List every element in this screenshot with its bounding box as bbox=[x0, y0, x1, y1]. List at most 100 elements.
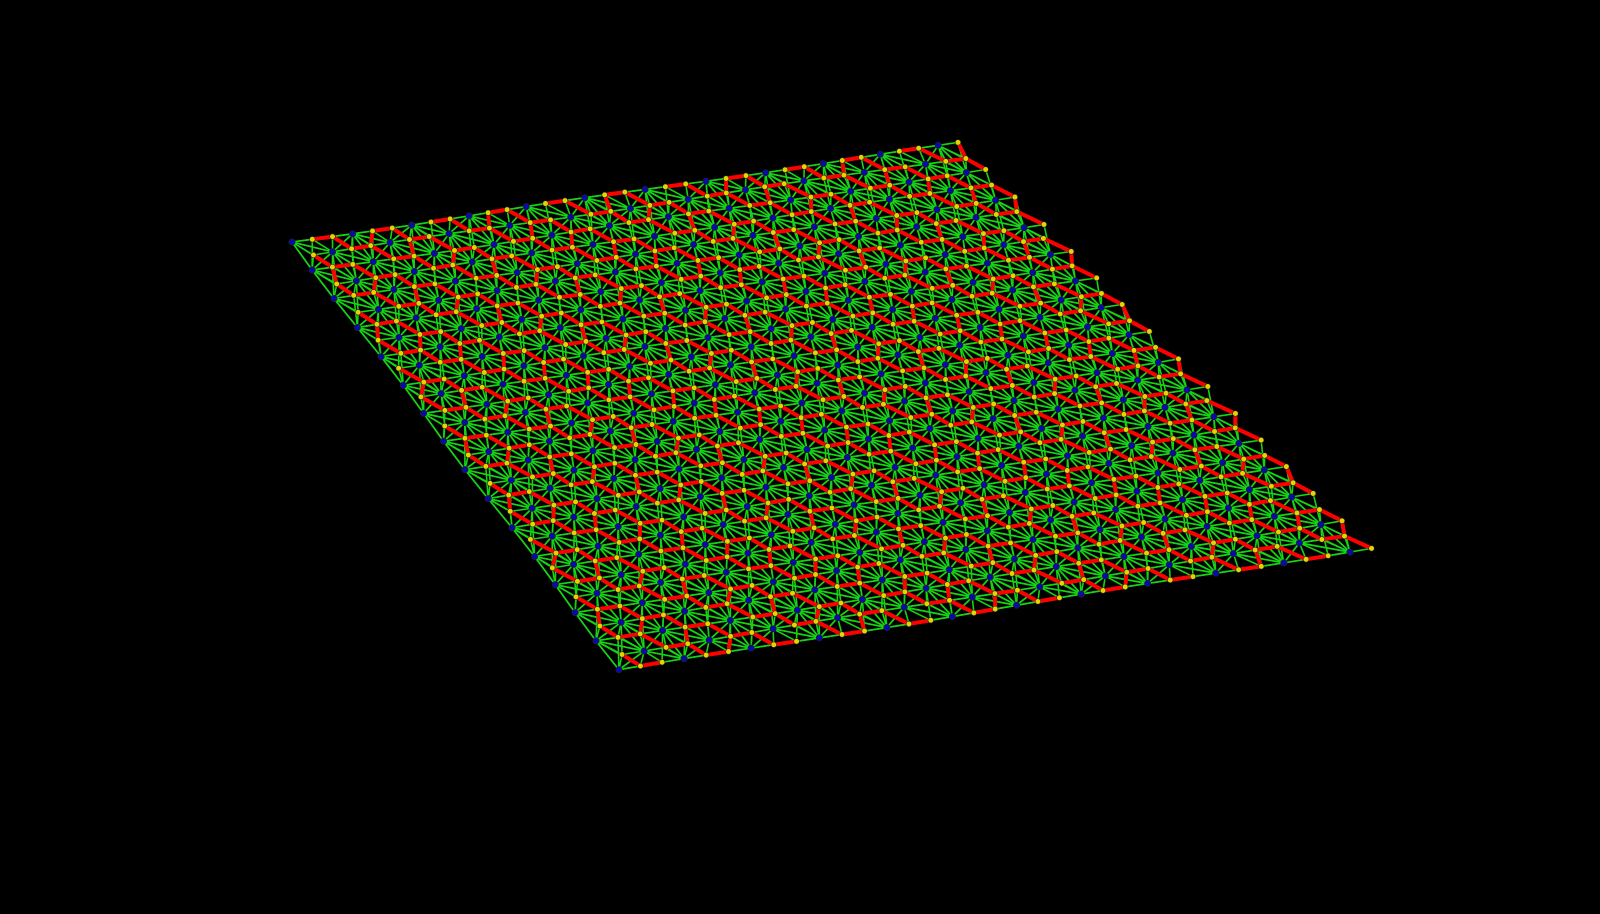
spoke-edge bbox=[998, 308, 1041, 319]
spoke-edge bbox=[549, 487, 598, 500]
spoke-edge bbox=[784, 308, 834, 321]
spoke-edge bbox=[725, 177, 747, 191]
spoke-edge bbox=[502, 383, 550, 396]
spoke-edge bbox=[415, 317, 463, 330]
spoke-edge bbox=[832, 318, 874, 329]
spoke-edge bbox=[498, 336, 546, 349]
spoke-edge bbox=[511, 526, 554, 537]
spoke-edge bbox=[1039, 316, 1089, 328]
spoke-edge bbox=[692, 243, 740, 256]
spoke-edge bbox=[1136, 379, 1188, 391]
spoke-edge bbox=[846, 456, 896, 469]
spoke-edge bbox=[448, 232, 495, 246]
spoke-edge bbox=[614, 271, 663, 284]
spoke-edge bbox=[849, 190, 891, 201]
spoke-edge bbox=[484, 465, 489, 500]
spoke-edge bbox=[1086, 326, 1130, 336]
spoke-edge bbox=[489, 479, 513, 485]
spoke-edge bbox=[924, 163, 968, 174]
spoke-edge bbox=[824, 272, 866, 283]
spoke-edge bbox=[699, 289, 748, 302]
spoke-edge bbox=[801, 402, 843, 412]
spoke-edge bbox=[628, 365, 670, 376]
spoke-edge bbox=[582, 355, 631, 368]
spoke-edge bbox=[422, 412, 445, 443]
spoke-edge bbox=[544, 346, 585, 357]
spoke-edge bbox=[664, 185, 690, 201]
spoke-edge bbox=[576, 262, 617, 273]
spoke-edge bbox=[311, 238, 334, 253]
spoke-edge bbox=[487, 211, 511, 227]
spoke-edge bbox=[464, 468, 489, 500]
spoke-edge bbox=[764, 171, 805, 182]
spoke-edge bbox=[919, 336, 961, 346]
spoke-edge bbox=[632, 412, 675, 423]
spoke-edge bbox=[418, 364, 466, 377]
spoke-edge bbox=[714, 383, 756, 394]
spoke-edge bbox=[841, 159, 866, 174]
spoke-edge bbox=[380, 355, 421, 367]
spoke-edge bbox=[951, 298, 1000, 311]
spoke-edge bbox=[803, 180, 852, 193]
spoke-edge bbox=[784, 168, 805, 182]
spoke-edge bbox=[667, 373, 717, 386]
spoke-edge bbox=[487, 497, 513, 529]
spoke-edge bbox=[311, 269, 335, 300]
spoke-edge bbox=[586, 402, 635, 414]
spoke-edge bbox=[888, 419, 931, 430]
spoke-edge bbox=[377, 336, 400, 341]
spoke-edge bbox=[464, 468, 513, 481]
spoke-edge bbox=[871, 326, 921, 339]
spoke-edge bbox=[910, 290, 953, 301]
spoke-edge bbox=[1074, 277, 1098, 282]
spoke-edge bbox=[510, 479, 551, 490]
spoke-edge bbox=[525, 205, 572, 218]
spoke-edge bbox=[753, 391, 803, 404]
spoke-edge bbox=[898, 150, 927, 165]
spoke-edge bbox=[660, 281, 701, 292]
spoke-edge bbox=[410, 224, 450, 235]
spoke-edge bbox=[547, 393, 589, 404]
spoke-edge bbox=[377, 308, 417, 319]
spoke-edge bbox=[745, 300, 787, 310]
spoke-edge bbox=[929, 427, 979, 440]
spoke-edge bbox=[758, 438, 808, 451]
spoke-edge bbox=[530, 252, 579, 265]
spoke-edge bbox=[380, 355, 405, 387]
spoke-edge bbox=[936, 208, 977, 219]
spoke-edge bbox=[841, 410, 891, 422]
spoke-edge bbox=[333, 297, 380, 311]
spoke-edge bbox=[738, 254, 780, 264]
spoke-edge bbox=[672, 420, 721, 433]
spoke-edge bbox=[608, 224, 656, 237]
spoke-edge bbox=[291, 241, 313, 271]
spoke-edge bbox=[596, 497, 637, 508]
spoke-edge bbox=[460, 327, 501, 338]
spoke-edge bbox=[570, 216, 611, 227]
spoke-edge bbox=[879, 153, 927, 165]
spoke-edge bbox=[402, 384, 425, 415]
spoke-edge bbox=[442, 440, 466, 471]
spoke-edge bbox=[653, 235, 695, 246]
spoke-edge bbox=[806, 448, 849, 459]
spoke-edge bbox=[603, 194, 632, 210]
spoke-edge bbox=[1047, 362, 1098, 374]
spoke-edge bbox=[333, 297, 359, 329]
spoke-edge bbox=[493, 243, 533, 254]
spoke-edge bbox=[356, 326, 382, 358]
spoke-edge bbox=[1096, 371, 1139, 381]
spoke-edge bbox=[864, 280, 913, 293]
spoke-edge bbox=[463, 374, 504, 386]
spoke-edge bbox=[1007, 354, 1050, 364]
spoke-edge bbox=[958, 344, 1009, 356]
spoke-edge bbox=[509, 507, 533, 513]
spoke-edge bbox=[1100, 303, 1123, 309]
spoke-edge bbox=[888, 198, 938, 211]
spoke-edge bbox=[777, 262, 826, 275]
spoke-edge bbox=[975, 216, 1025, 229]
spoke-edge bbox=[719, 430, 761, 441]
spoke-edge bbox=[544, 202, 572, 218]
spoke-edge bbox=[430, 221, 450, 235]
